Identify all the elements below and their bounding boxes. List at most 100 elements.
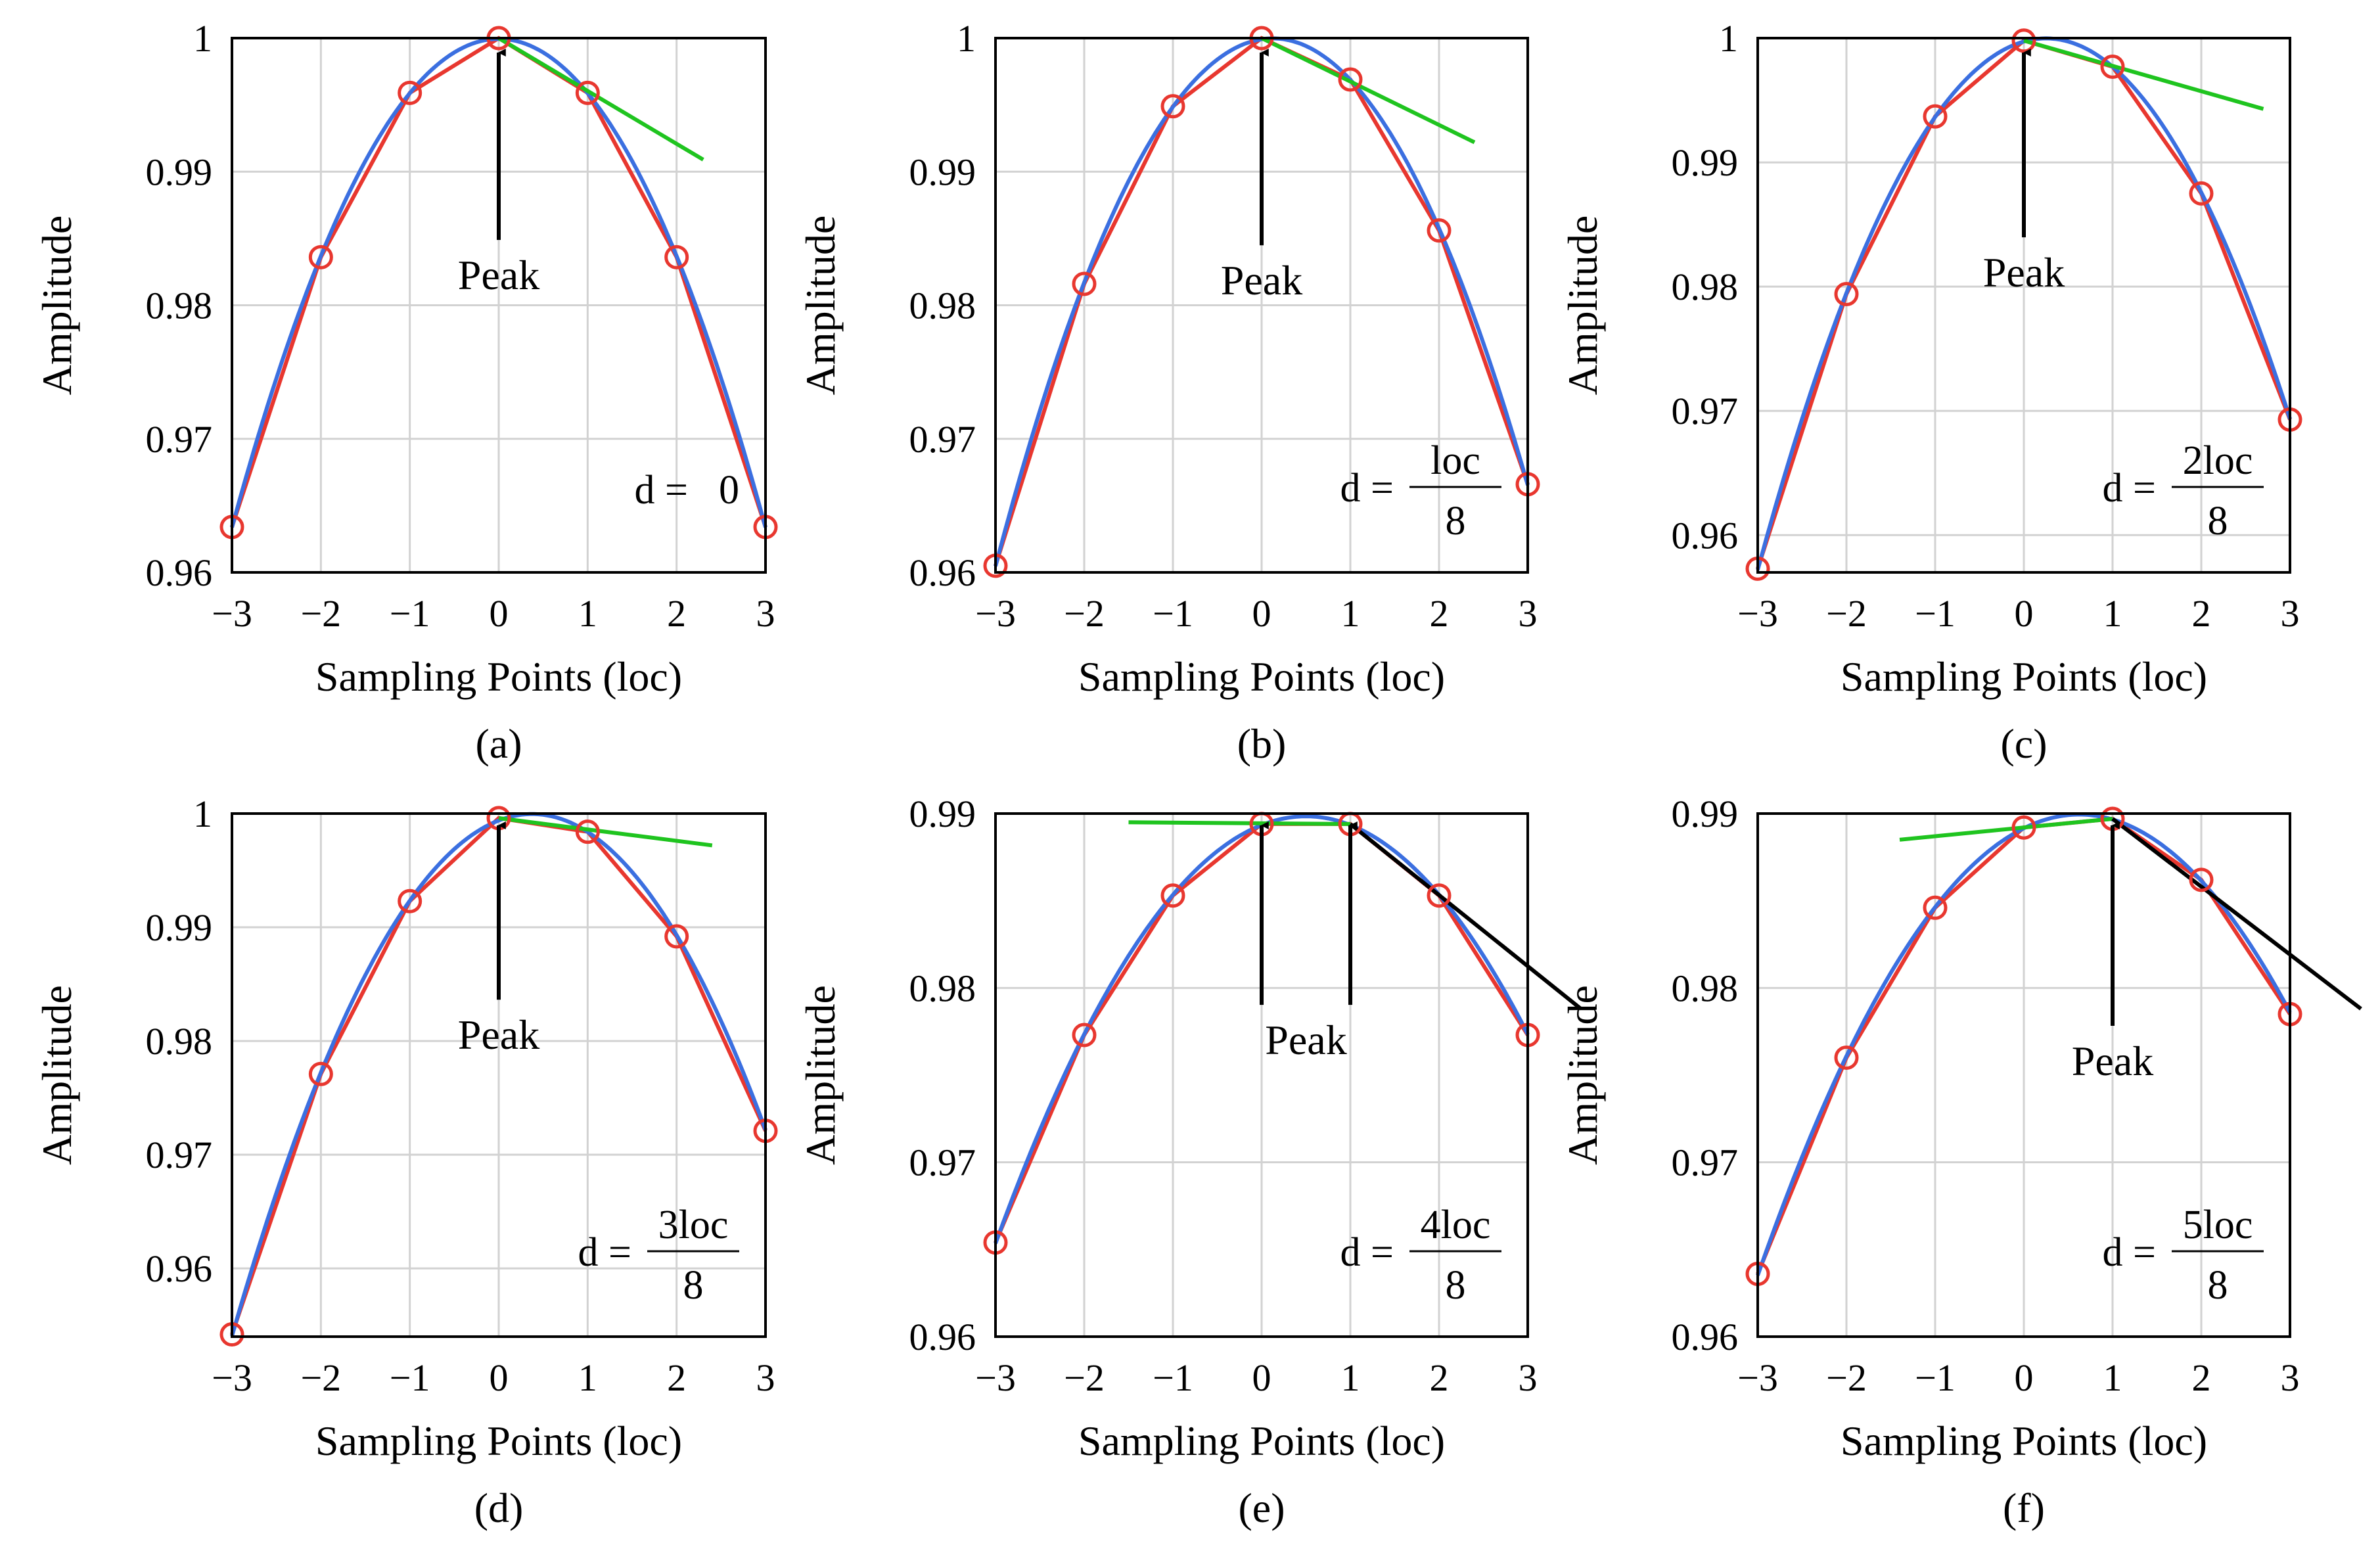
offset-label-prefix: d = xyxy=(1340,1230,1394,1275)
fitted-curve-line xyxy=(230,812,767,1337)
y-tick-label: 0.99 xyxy=(1672,793,1739,835)
peak-label: Peak xyxy=(1221,257,1302,304)
sample-point xyxy=(2189,867,2214,892)
y-tick-label: 1 xyxy=(193,17,212,60)
tangent-line-black xyxy=(1349,822,1582,1011)
sample-point xyxy=(664,244,689,269)
x-tick-label: −1 xyxy=(1915,592,1956,635)
x-tick-label: −2 xyxy=(1826,592,1867,635)
axes-box xyxy=(1756,37,2291,574)
x-tick-label: −2 xyxy=(1064,1356,1105,1399)
x-tick-label: 1 xyxy=(2103,1356,2122,1399)
sample-point xyxy=(2189,181,2214,206)
x-tick-label: −1 xyxy=(1153,1356,1193,1399)
x-tick-label: 2 xyxy=(2192,1356,2211,1399)
peak-label: Peak xyxy=(458,252,539,298)
x-tick-label: −2 xyxy=(300,1356,341,1399)
x-tick-label: −1 xyxy=(1153,592,1193,635)
sample-point xyxy=(575,80,600,105)
x-tick-label: 3 xyxy=(756,1356,775,1399)
offset-numerator: loc xyxy=(1430,438,1480,483)
x-tick-label: −3 xyxy=(212,592,252,635)
x-axis-label: Sampling Points (loc) xyxy=(315,653,682,700)
x-axis-label: Sampling Points (loc) xyxy=(1078,1417,1445,1464)
y-tick-label: 0.96 xyxy=(146,1247,213,1290)
sample-point xyxy=(1427,883,1452,908)
y-tick-label: 0.97 xyxy=(909,418,976,461)
x-tick-label: 1 xyxy=(1341,1356,1360,1399)
y-tick-label: 1 xyxy=(957,17,976,60)
x-tick-label: 3 xyxy=(2281,1356,2300,1399)
tangent-line-green xyxy=(498,816,713,848)
y-axis-label: Amplitude xyxy=(1559,985,1606,1165)
offset-numerator: 3loc xyxy=(658,1203,729,1247)
x-tick-label: 0 xyxy=(2015,1356,2034,1399)
offset-denominator: 8 xyxy=(683,1263,704,1308)
x-tick-label: 1 xyxy=(578,592,597,635)
x-tick-label: −2 xyxy=(300,592,341,635)
subplot-c: −3 −2 −1 0 1 2 3 0.96 0.97 0.98 0.99 1 Sampling Poin… xyxy=(1559,17,2302,767)
subplot-label: (c) xyxy=(2000,720,2047,767)
y-tick-label: 0.99 xyxy=(1672,141,1739,184)
y-tick-label: 0.98 xyxy=(146,285,213,327)
y-tick-label: 0.99 xyxy=(146,906,213,949)
x-tick-label: 2 xyxy=(667,592,686,635)
subplot-a: −3 −2 −1 0 1 2 3 0.96 0.97 0.98 0.99 1 Sampling Poin… xyxy=(34,17,778,767)
x-tick-label: 2 xyxy=(667,1356,686,1399)
axes-box xyxy=(1756,812,2291,1338)
x-tick-label: 2 xyxy=(1430,592,1449,635)
sample-point xyxy=(1160,94,1185,119)
offset-label-prefix: d = xyxy=(2103,1230,2156,1275)
x-tick-label: −2 xyxy=(1826,1356,1867,1399)
subplot-label: (f) xyxy=(2003,1485,2045,1531)
y-axis-label: Amplitude xyxy=(34,216,80,396)
sample-point xyxy=(1834,1045,1859,1070)
offset-label-prefix: d = xyxy=(2103,466,2156,511)
subplot-label: (a) xyxy=(475,720,522,767)
y-tick-label: 0.96 xyxy=(1672,514,1739,557)
x-tick-label: −1 xyxy=(390,1356,430,1399)
y-tick-label: 0.97 xyxy=(146,1134,213,1176)
y-tick-label: 0.97 xyxy=(146,418,213,461)
peak-label: Peak xyxy=(1265,1017,1346,1063)
tangent-line-black xyxy=(2111,817,2362,1011)
sample-point xyxy=(308,1061,333,1086)
offset-denominator: 8 xyxy=(2208,1263,2228,1308)
sample-point xyxy=(1072,271,1097,296)
y-tick-label: 0.97 xyxy=(1672,390,1739,432)
x-tick-label: −1 xyxy=(390,592,430,635)
sample-point xyxy=(575,819,600,844)
peak-label: Peak xyxy=(458,1011,539,1058)
offset-label-prefix: d = xyxy=(635,468,688,513)
subplot-label: (d) xyxy=(474,1485,524,1531)
axes-box xyxy=(231,37,767,574)
y-tick-label: 0.99 xyxy=(909,793,976,835)
x-tick-label: 1 xyxy=(578,1356,597,1399)
sample-point xyxy=(1338,67,1363,92)
y-tick-label: 1 xyxy=(1719,17,1738,60)
y-tick-label: 0.96 xyxy=(909,551,976,594)
subplot-label: (e) xyxy=(1238,1485,1285,1531)
tangent-line-green xyxy=(2023,38,2264,111)
sample-point xyxy=(398,80,423,105)
sample-point xyxy=(308,244,333,269)
axes-box xyxy=(231,812,767,1338)
y-axis-label: Amplitude xyxy=(797,985,844,1165)
x-axis-label: Sampling Points (loc) xyxy=(1078,653,1445,700)
subplot-label: (b) xyxy=(1237,720,1287,767)
y-tick-label: 0.97 xyxy=(1672,1141,1739,1184)
axes-box xyxy=(994,37,1529,574)
x-axis-label: Sampling Points (loc) xyxy=(1841,1417,2207,1464)
peak-label: Peak xyxy=(2072,1038,2153,1084)
offset-denominator: 8 xyxy=(1446,1263,1466,1308)
axes-box xyxy=(994,812,1529,1338)
offset-denominator: 8 xyxy=(2208,499,2228,543)
x-tick-label: −3 xyxy=(1737,1356,1778,1399)
subplot-d: −3 −2 −1 0 1 2 3 0.96 0.97 0.98 0.99 1 Sampling Poin… xyxy=(34,793,778,1531)
tangent-line-green xyxy=(497,36,704,162)
y-axis-label: Amplitude xyxy=(34,985,80,1165)
x-tick-label: 0 xyxy=(490,1356,509,1399)
offset-label-prefix: d = xyxy=(1340,466,1394,511)
y-tick-label: 0.98 xyxy=(909,285,976,327)
tangent-line-green xyxy=(1260,36,1476,145)
